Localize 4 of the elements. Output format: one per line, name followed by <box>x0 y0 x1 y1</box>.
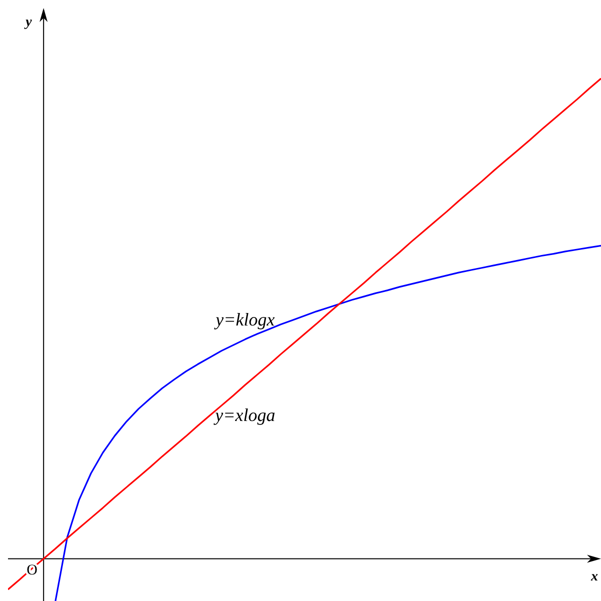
series-label: y=xloga <box>213 404 276 425</box>
y-axis-title: y <box>24 15 33 30</box>
series-label: y=klogx <box>214 309 275 330</box>
x-axis-title: x <box>590 570 598 585</box>
